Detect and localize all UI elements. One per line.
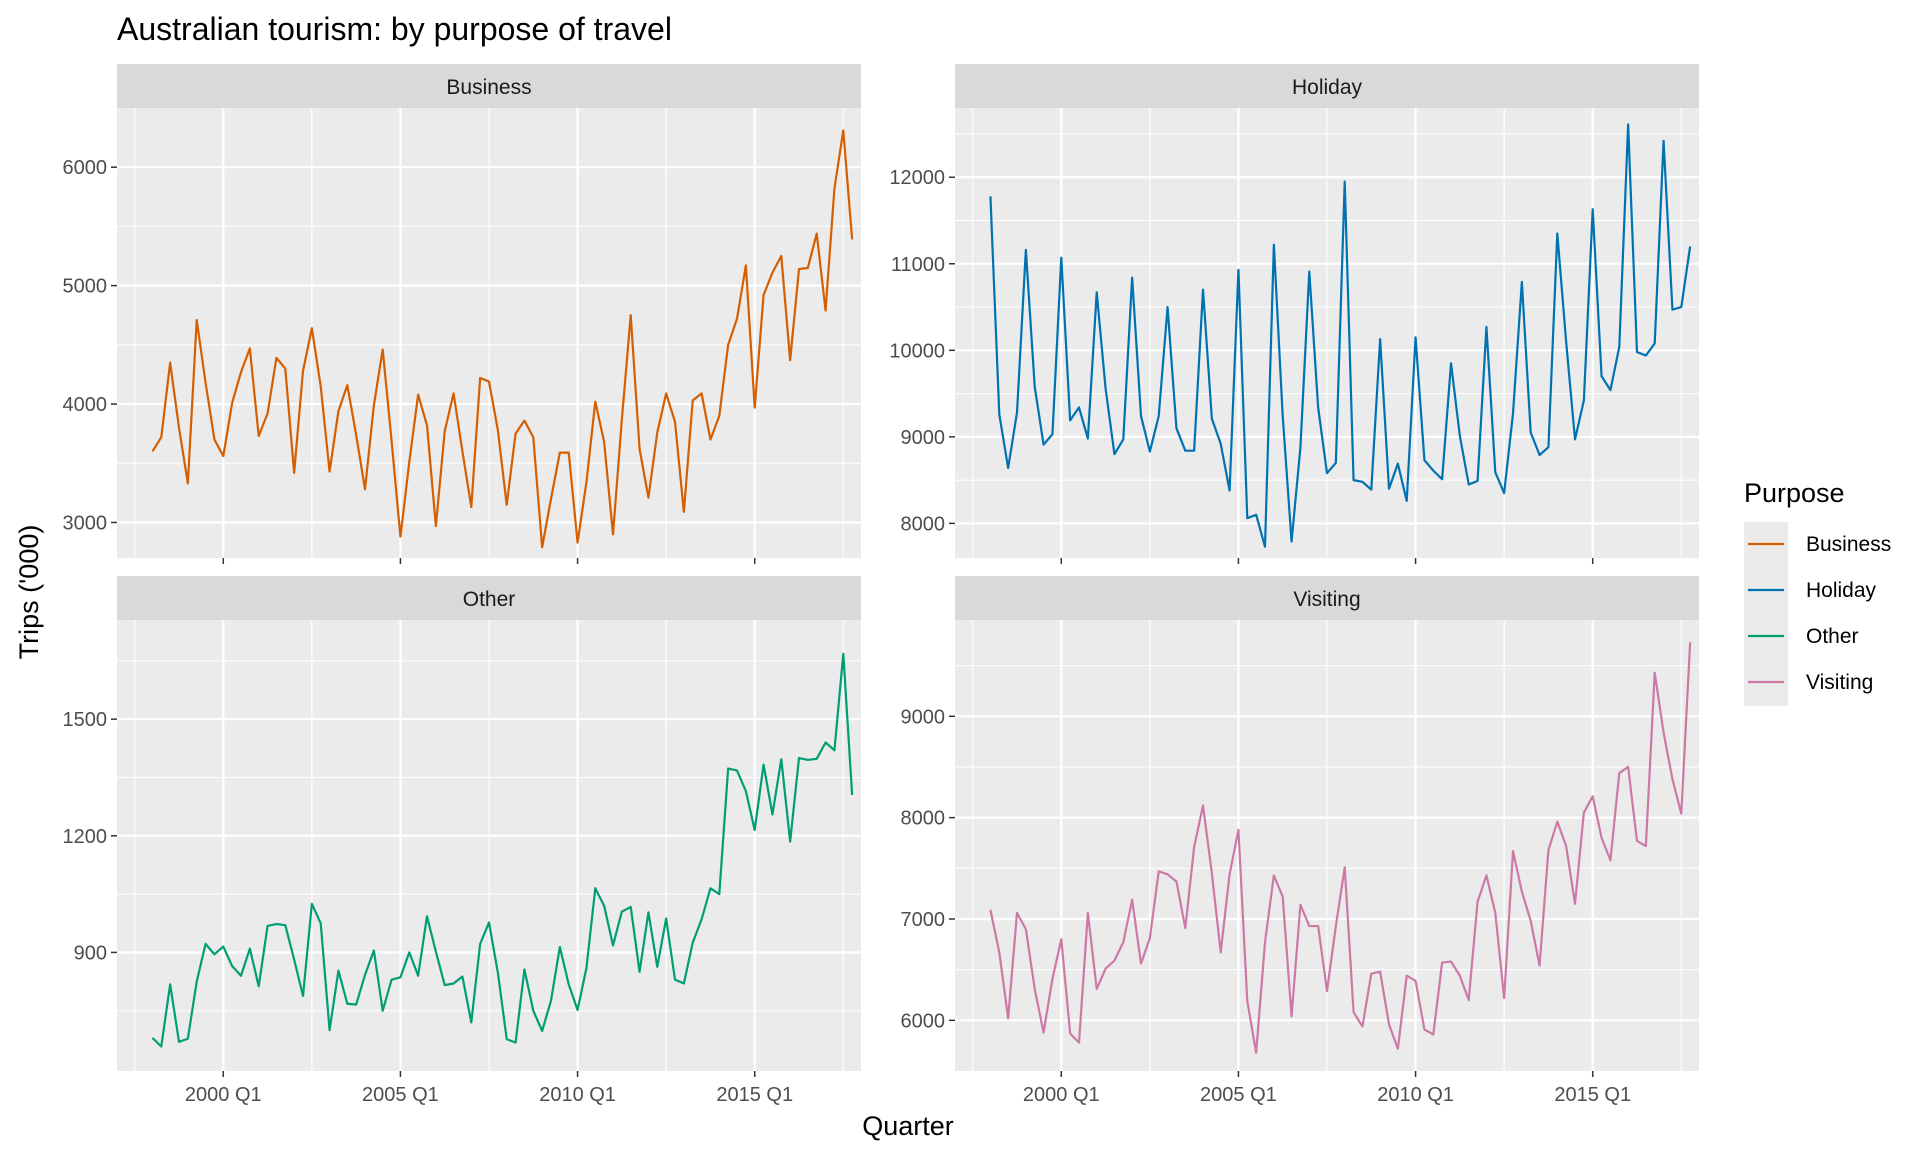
facet-label-visiting: Visiting [1293, 588, 1360, 611]
x-tick-label: 2015 Q1 [716, 1084, 793, 1106]
facet-strip-holiday [955, 64, 1699, 108]
y-tick-label: 9000 [901, 427, 946, 449]
facet-strip-other [117, 576, 861, 620]
x-tick-label: 2010 Q1 [539, 1084, 616, 1106]
y-tick-label: 10000 [889, 340, 945, 362]
x-axis-title: Quarter [862, 1111, 954, 1141]
chart-title: Australian tourism: by purpose of travel [117, 11, 672, 47]
y-tick-label: 1200 [63, 826, 108, 848]
y-tick-label: 3000 [63, 512, 108, 534]
legend-key-background [1744, 522, 1788, 706]
y-tick-label: 7000 [901, 909, 946, 931]
panels-layer: Business 3000 4000 5000 6000 Holiday 8000 9000 1… [63, 64, 1699, 1106]
facet-label-holiday: Holiday [1292, 76, 1363, 99]
y-tick-label: 6000 [63, 157, 108, 179]
y-tick-label: 900 [74, 942, 107, 964]
panel-visiting: Visiting 6000 7000 8000 9000 2000 Q1 2005 Q1 20… [901, 576, 1699, 1106]
x-tick-label: 2005 Q1 [1200, 1084, 1277, 1106]
series-line-visiting [989, 642, 1692, 1054]
x-tick-label: 2000 Q1 [185, 1084, 262, 1106]
facet-strip-visiting [955, 576, 1699, 620]
y-tick-label: 9000 [901, 706, 946, 728]
y-tick-label: 4000 [63, 394, 108, 416]
facet-label-business: Business [446, 76, 531, 99]
y-tick-label: 5000 [63, 276, 108, 298]
panel-business: Business 3000 4000 5000 6000 [63, 64, 861, 564]
y-axis-title: Trips ('000) [14, 525, 44, 660]
panel-holiday: Holiday 8000 9000 10000 11000 12000 [889, 64, 1699, 564]
legend-title: Purpose [1744, 478, 1845, 508]
series-line-other [151, 652, 854, 1048]
y-tick-label: 1500 [63, 709, 108, 731]
legend-label-visiting: Visiting [1806, 671, 1873, 694]
legend-label-holiday: Holiday [1806, 579, 1877, 602]
facet-strip-business [117, 64, 861, 108]
panel-other: Other 900 1200 1500 2000 Q1 2005 Q1 2010 Q1 201… [63, 576, 861, 1106]
y-tick-label: 8000 [901, 808, 946, 830]
y-tick-label: 8000 [901, 513, 946, 535]
y-tick-label: 12000 [889, 167, 945, 189]
x-tick-label: 2010 Q1 [1377, 1084, 1454, 1106]
x-tick-label: 2000 Q1 [1023, 1084, 1100, 1106]
y-tick-label: 6000 [901, 1010, 946, 1032]
series-line-business [151, 129, 854, 549]
legend-label-business: Business [1806, 533, 1891, 556]
legend-label-other: Other [1806, 625, 1859, 648]
legend: Purpose Business Holiday Other Visiting [1744, 478, 1891, 706]
series-line-holiday [989, 123, 1692, 548]
x-tick-label: 2015 Q1 [1554, 1084, 1631, 1106]
y-tick-label: 11000 [891, 254, 945, 276]
x-tick-label: 2005 Q1 [362, 1084, 439, 1106]
facet-label-other: Other [463, 588, 516, 611]
